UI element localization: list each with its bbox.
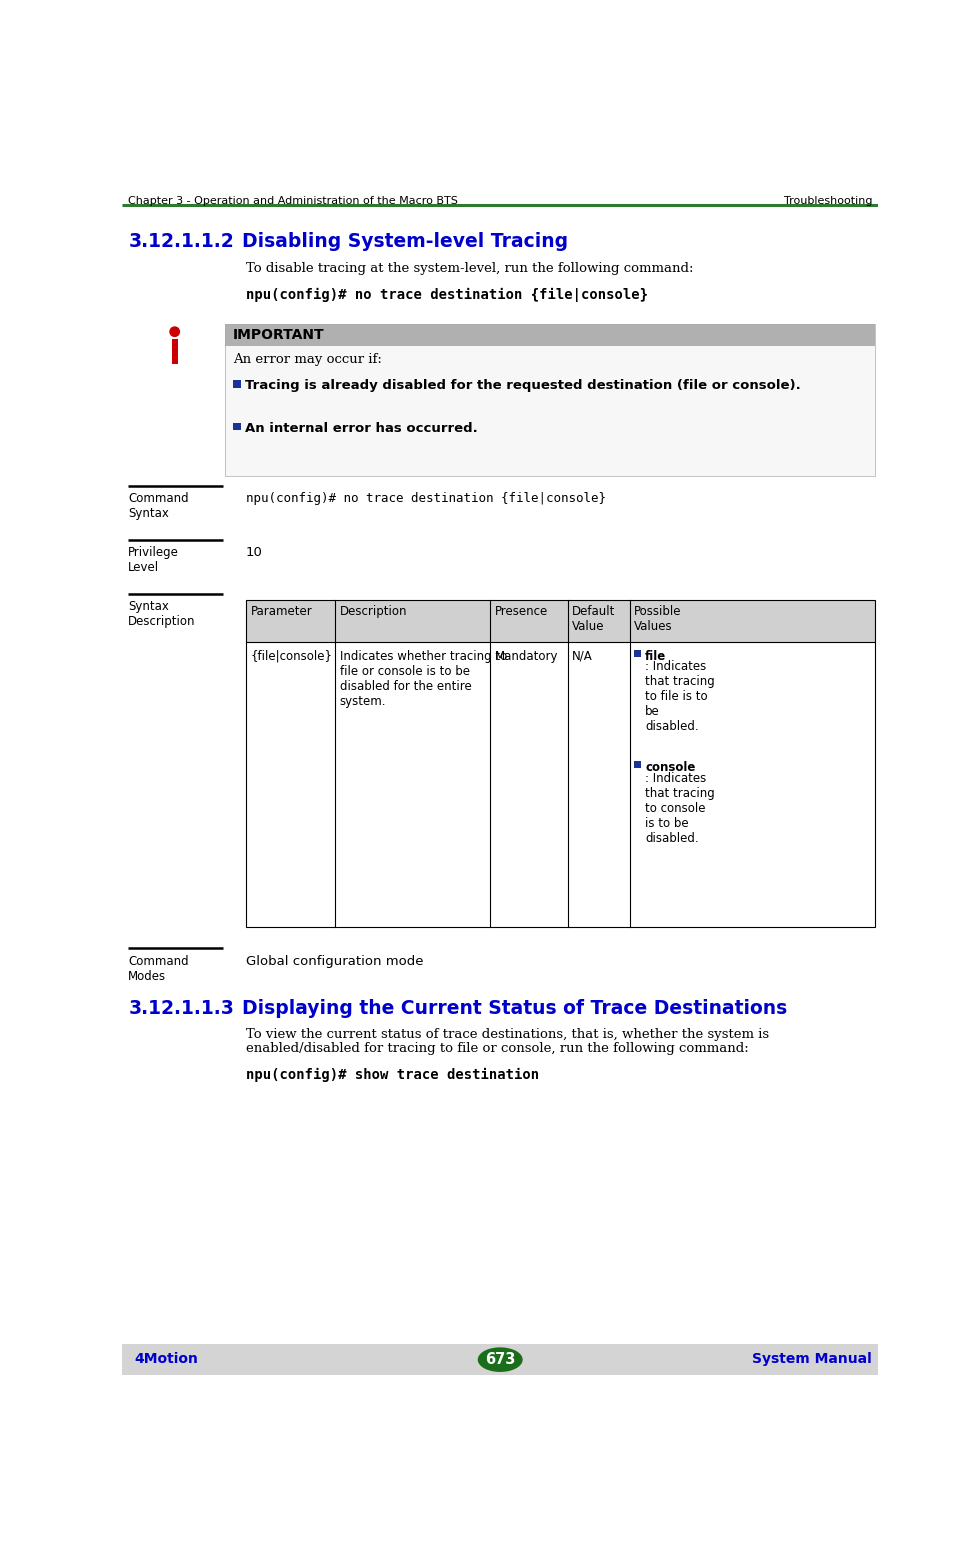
Text: file: file bbox=[645, 650, 667, 663]
Text: N/A: N/A bbox=[572, 650, 593, 663]
Text: enabled/disabled for tracing to file or console, run the following command:: enabled/disabled for tracing to file or … bbox=[246, 1043, 749, 1055]
Text: npu(config)# show trace destination: npu(config)# show trace destination bbox=[246, 1068, 539, 1082]
Text: Possible
Values: Possible Values bbox=[634, 606, 682, 633]
Ellipse shape bbox=[477, 1347, 523, 1372]
Text: console: console bbox=[645, 762, 696, 774]
Text: Privilege
Level: Privilege Level bbox=[128, 545, 179, 573]
Text: Chapter 3 - Operation and Administration of the Macro BTS: Chapter 3 - Operation and Administration… bbox=[128, 196, 458, 205]
Text: To disable tracing at the system-level, run the following command:: To disable tracing at the system-level, … bbox=[246, 263, 694, 275]
Bar bbox=[225, 324, 874, 346]
Text: An error may occur if:: An error may occur if: bbox=[233, 354, 382, 366]
Text: npu(config)# no trace destination {file|console}: npu(config)# no trace destination {file|… bbox=[246, 287, 648, 301]
Bar bbox=[246, 599, 874, 643]
Text: To view the current status of trace destinations, that is, whether the system is: To view the current status of trace dest… bbox=[246, 1027, 769, 1041]
Text: 10: 10 bbox=[246, 545, 263, 559]
Text: 673: 673 bbox=[485, 1352, 515, 1367]
Text: Disabling System-level Tracing: Disabling System-level Tracing bbox=[242, 232, 568, 250]
Text: Global configuration mode: Global configuration mode bbox=[246, 955, 424, 967]
Text: Tracing is already disabled for the requested destination (file or console).: Tracing is already disabled for the requ… bbox=[245, 380, 801, 392]
Text: Command
Syntax: Command Syntax bbox=[128, 491, 188, 519]
Text: System Manual: System Manual bbox=[752, 1352, 873, 1366]
Text: Parameter: Parameter bbox=[251, 606, 312, 618]
Text: Presence: Presence bbox=[495, 606, 549, 618]
Text: 4Motion: 4Motion bbox=[135, 1352, 198, 1366]
Bar bbox=[225, 346, 874, 476]
Text: {file|console}: {file|console} bbox=[251, 650, 333, 663]
Text: Command
Modes: Command Modes bbox=[128, 955, 188, 983]
Bar bbox=[233, 423, 240, 430]
Bar bbox=[122, 1344, 878, 1375]
Text: 3.12.1.1.3: 3.12.1.1.3 bbox=[128, 998, 234, 1018]
Text: : Indicates
that tracing
to console
is to be
disabled.: : Indicates that tracing to console is t… bbox=[645, 772, 714, 845]
Bar bbox=[233, 380, 240, 388]
Text: Mandatory: Mandatory bbox=[495, 650, 558, 663]
Bar bbox=[634, 650, 641, 657]
Text: : Indicates
that tracing
to file is to
be
disabled.: : Indicates that tracing to file is to b… bbox=[645, 661, 714, 734]
Bar bbox=[172, 340, 178, 365]
Bar bbox=[634, 762, 641, 768]
Text: IMPORTANT: IMPORTANT bbox=[233, 328, 324, 341]
Text: Displaying the Current Status of Trace Destinations: Displaying the Current Status of Trace D… bbox=[242, 998, 788, 1018]
Text: Indicates whether tracing to
file or console is to be
disabled for the entire
sy: Indicates whether tracing to file or con… bbox=[340, 650, 507, 708]
Circle shape bbox=[169, 326, 181, 337]
Bar bbox=[246, 599, 874, 927]
Text: An internal error has occurred.: An internal error has occurred. bbox=[245, 422, 478, 434]
Text: npu(config)# no trace destination {file|console}: npu(config)# no trace destination {file|… bbox=[246, 491, 606, 505]
Text: Description: Description bbox=[340, 606, 407, 618]
Text: Syntax
Description: Syntax Description bbox=[128, 599, 196, 627]
Text: Default
Value: Default Value bbox=[572, 606, 616, 633]
Text: Troubleshooting: Troubleshooting bbox=[784, 196, 873, 205]
Bar bbox=[225, 324, 874, 476]
Text: 3.12.1.1.2: 3.12.1.1.2 bbox=[128, 232, 234, 250]
